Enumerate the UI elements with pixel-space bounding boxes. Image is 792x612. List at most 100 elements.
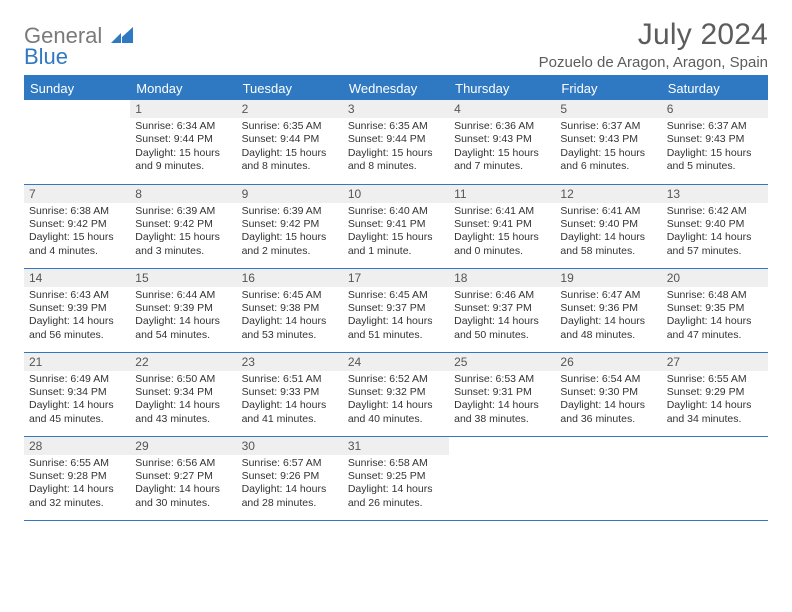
day-details: Sunrise: 6:45 AMSunset: 9:38 PMDaylight:… [237, 287, 343, 347]
title-block: July 2024 Pozuelo de Aragon, Aragon, Spa… [539, 18, 768, 71]
day-detail-line: Sunrise: 6:46 AM [454, 289, 550, 302]
day-details: Sunrise: 6:41 AMSunset: 9:41 PMDaylight:… [449, 203, 555, 263]
calendar-cell: 10Sunrise: 6:40 AMSunset: 9:41 PMDayligh… [343, 184, 449, 268]
day-details: Sunrise: 6:48 AMSunset: 9:35 PMDaylight:… [662, 287, 768, 347]
day-number: 30 [237, 437, 343, 455]
day-detail-line: Sunset: 9:37 PM [454, 302, 550, 315]
day-details: Sunrise: 6:35 AMSunset: 9:44 PMDaylight:… [237, 118, 343, 178]
day-detail-line: Sunset: 9:40 PM [667, 218, 763, 231]
day-detail-line: Daylight: 15 hours [348, 147, 444, 160]
calendar-cell [24, 100, 130, 184]
day-detail-line: Daylight: 14 hours [242, 483, 338, 496]
day-detail-line: Daylight: 15 hours [242, 147, 338, 160]
calendar-cell: 26Sunrise: 6:54 AMSunset: 9:30 PMDayligh… [555, 352, 661, 436]
logo-mark-icon [111, 24, 133, 47]
calendar-week-row: 7Sunrise: 6:38 AMSunset: 9:42 PMDaylight… [24, 184, 768, 268]
day-detail-line: and 1 minute. [348, 245, 444, 258]
page-title: July 2024 [539, 18, 768, 52]
day-number: 8 [130, 185, 236, 203]
day-detail-line: and 50 minutes. [454, 329, 550, 342]
day-details [449, 455, 555, 461]
day-detail-line: Sunrise: 6:43 AM [29, 289, 125, 302]
day-number: 31 [343, 437, 449, 455]
day-detail-line: Sunset: 9:34 PM [135, 386, 231, 399]
day-detail-line: Sunset: 9:44 PM [348, 133, 444, 146]
day-detail-line: Sunset: 9:43 PM [560, 133, 656, 146]
day-detail-line: Sunset: 9:42 PM [242, 218, 338, 231]
day-detail-line: and 8 minutes. [348, 160, 444, 173]
day-detail-line: Sunset: 9:44 PM [242, 133, 338, 146]
day-number: 2 [237, 100, 343, 118]
day-detail-line: and 34 minutes. [667, 413, 763, 426]
calendar-cell [449, 436, 555, 520]
day-detail-line: Sunrise: 6:45 AM [348, 289, 444, 302]
calendar-cell: 19Sunrise: 6:47 AMSunset: 9:36 PMDayligh… [555, 268, 661, 352]
day-detail-line: Daylight: 14 hours [560, 399, 656, 412]
day-detail-line: Sunset: 9:43 PM [454, 133, 550, 146]
day-detail-line: and 53 minutes. [242, 329, 338, 342]
calendar-week-row: 21Sunrise: 6:49 AMSunset: 9:34 PMDayligh… [24, 352, 768, 436]
day-number: 29 [130, 437, 236, 455]
calendar-cell: 24Sunrise: 6:52 AMSunset: 9:32 PMDayligh… [343, 352, 449, 436]
day-detail-line: Sunrise: 6:37 AM [560, 120, 656, 133]
day-detail-line: Daylight: 14 hours [135, 399, 231, 412]
day-detail-line: Sunrise: 6:37 AM [667, 120, 763, 133]
day-details: Sunrise: 6:47 AMSunset: 9:36 PMDaylight:… [555, 287, 661, 347]
day-number: 9 [237, 185, 343, 203]
day-detail-line: Sunset: 9:41 PM [348, 218, 444, 231]
calendar-cell: 23Sunrise: 6:51 AMSunset: 9:33 PMDayligh… [237, 352, 343, 436]
day-detail-line: and 28 minutes. [242, 497, 338, 510]
calendar-cell: 21Sunrise: 6:49 AMSunset: 9:34 PMDayligh… [24, 352, 130, 436]
day-detail-line: Sunrise: 6:58 AM [348, 457, 444, 470]
day-number: 18 [449, 269, 555, 287]
day-detail-line: and 51 minutes. [348, 329, 444, 342]
day-details: Sunrise: 6:55 AMSunset: 9:29 PMDaylight:… [662, 371, 768, 431]
day-details: Sunrise: 6:37 AMSunset: 9:43 PMDaylight:… [662, 118, 768, 178]
day-detail-line: Sunset: 9:43 PM [667, 133, 763, 146]
day-details [662, 455, 768, 461]
day-detail-line: Sunrise: 6:34 AM [135, 120, 231, 133]
day-detail-line: and 40 minutes. [348, 413, 444, 426]
day-number: 7 [24, 185, 130, 203]
day-detail-line: and 9 minutes. [135, 160, 231, 173]
day-details: Sunrise: 6:53 AMSunset: 9:31 PMDaylight:… [449, 371, 555, 431]
day-detail-line: Daylight: 14 hours [454, 399, 550, 412]
calendar-cell: 4Sunrise: 6:36 AMSunset: 9:43 PMDaylight… [449, 100, 555, 184]
day-detail-line: Sunrise: 6:38 AM [29, 205, 125, 218]
day-detail-line: Daylight: 14 hours [348, 483, 444, 496]
day-detail-line: Daylight: 14 hours [242, 315, 338, 328]
page: General Blue July 2024 Pozuelo de Aragon… [0, 0, 792, 539]
day-detail-line: Sunrise: 6:47 AM [560, 289, 656, 302]
day-number: 14 [24, 269, 130, 287]
calendar-week-row: 14Sunrise: 6:43 AMSunset: 9:39 PMDayligh… [24, 268, 768, 352]
logo: General Blue [24, 20, 133, 68]
day-details: Sunrise: 6:34 AMSunset: 9:44 PMDaylight:… [130, 118, 236, 178]
day-detail-line: Sunrise: 6:41 AM [454, 205, 550, 218]
day-details: Sunrise: 6:39 AMSunset: 9:42 PMDaylight:… [237, 203, 343, 263]
day-details: Sunrise: 6:56 AMSunset: 9:27 PMDaylight:… [130, 455, 236, 515]
header: General Blue July 2024 Pozuelo de Aragon… [24, 18, 768, 71]
day-detail-line: Sunset: 9:41 PM [454, 218, 550, 231]
calendar-cell: 15Sunrise: 6:44 AMSunset: 9:39 PMDayligh… [130, 268, 236, 352]
calendar-cell: 3Sunrise: 6:35 AMSunset: 9:44 PMDaylight… [343, 100, 449, 184]
day-detail-line: Sunset: 9:44 PM [135, 133, 231, 146]
calendar-cell: 8Sunrise: 6:39 AMSunset: 9:42 PMDaylight… [130, 184, 236, 268]
day-details: Sunrise: 6:41 AMSunset: 9:40 PMDaylight:… [555, 203, 661, 263]
day-detail-line: Daylight: 14 hours [667, 231, 763, 244]
day-details [555, 455, 661, 461]
calendar-cell: 9Sunrise: 6:39 AMSunset: 9:42 PMDaylight… [237, 184, 343, 268]
weekday-header: Wednesday [343, 77, 449, 100]
day-detail-line: Sunrise: 6:36 AM [454, 120, 550, 133]
day-number: 12 [555, 185, 661, 203]
day-detail-line: and 54 minutes. [135, 329, 231, 342]
day-number: 27 [662, 353, 768, 371]
day-number: 24 [343, 353, 449, 371]
day-detail-line: Daylight: 15 hours [242, 231, 338, 244]
day-detail-line: Daylight: 14 hours [560, 315, 656, 328]
day-detail-line: and 5 minutes. [667, 160, 763, 173]
day-detail-line: Sunset: 9:32 PM [348, 386, 444, 399]
day-detail-line: and 47 minutes. [667, 329, 763, 342]
day-number: 1 [130, 100, 236, 118]
day-detail-line: Sunrise: 6:48 AM [667, 289, 763, 302]
day-detail-line: and 4 minutes. [29, 245, 125, 258]
